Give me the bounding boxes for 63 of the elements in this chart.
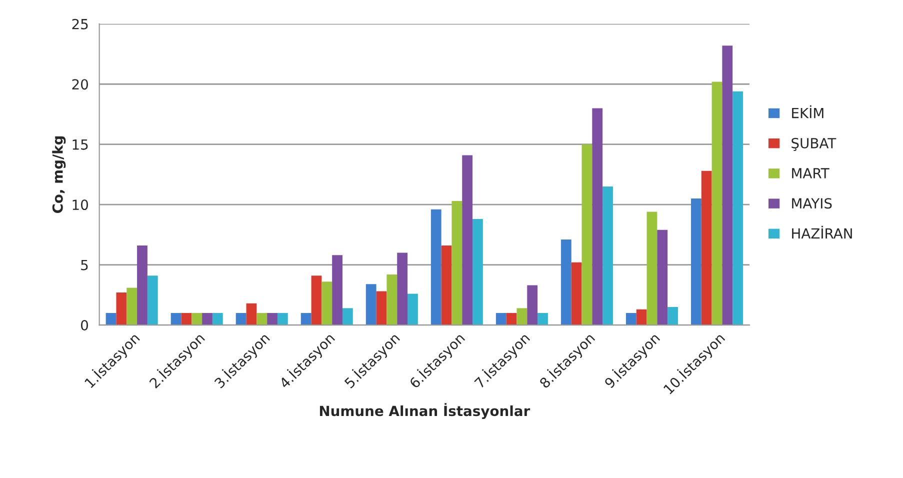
bar — [246, 303, 257, 326]
bar — [527, 285, 538, 326]
bar — [342, 308, 353, 326]
legend-label: MART — [792, 168, 830, 178]
bar — [462, 155, 473, 326]
legend-label: EKİM — [792, 105, 824, 118]
bar — [256, 312, 268, 326]
bar — [722, 46, 733, 326]
bar — [376, 291, 387, 326]
y-tick-label: 20 — [72, 79, 88, 90]
bar — [452, 200, 462, 326]
bar — [592, 108, 603, 326]
bar — [472, 219, 483, 326]
bar — [602, 186, 613, 326]
bar — [386, 274, 398, 326]
bar — [181, 312, 192, 326]
bar — [277, 312, 288, 326]
legend-label: MAYIS — [792, 198, 832, 209]
bar — [322, 282, 332, 326]
bar — [311, 276, 322, 326]
y-tick-label: 0 — [80, 320, 88, 331]
bar — [397, 252, 408, 326]
bar — [701, 170, 712, 326]
bar — [636, 309, 647, 326]
y-tick-label: 15 — [72, 140, 88, 150]
bar — [732, 91, 743, 326]
y-tick-label: 25 — [72, 18, 88, 30]
bar — [332, 255, 342, 326]
bar — [192, 312, 202, 326]
bar — [626, 312, 636, 326]
bar — [516, 308, 528, 326]
bar — [538, 312, 548, 326]
bar — [202, 312, 212, 326]
bar — [582, 144, 592, 326]
bar — [712, 82, 722, 326]
y-tick-label: 5 — [81, 260, 88, 270]
bar — [690, 198, 702, 326]
bar — [646, 212, 658, 326]
bar — [430, 209, 442, 326]
bar — [300, 312, 312, 326]
x-axis-title: Numune Alınan İstasyonlar — [320, 403, 530, 419]
bar — [236, 312, 246, 326]
bar — [267, 312, 278, 326]
bar — [441, 246, 452, 326]
legend-label: HAZİRAN — [792, 226, 852, 239]
y-axis-title: Co, mg/kg — [52, 136, 66, 214]
bar — [506, 312, 517, 326]
bar — [408, 294, 418, 326]
bar — [126, 288, 138, 326]
bar — [657, 230, 668, 326]
bar — [147, 276, 158, 326]
bar — [668, 306, 678, 326]
bar — [560, 240, 572, 326]
bar — [496, 312, 506, 326]
bar — [571, 262, 582, 326]
bar — [137, 246, 148, 326]
legend-label: ŞUBAT — [792, 138, 836, 151]
y-tick-label: 10 — [72, 200, 88, 210]
bar — [116, 292, 127, 326]
bar — [366, 284, 376, 326]
bar — [170, 312, 182, 326]
bar — [106, 312, 116, 326]
bar — [212, 312, 223, 326]
